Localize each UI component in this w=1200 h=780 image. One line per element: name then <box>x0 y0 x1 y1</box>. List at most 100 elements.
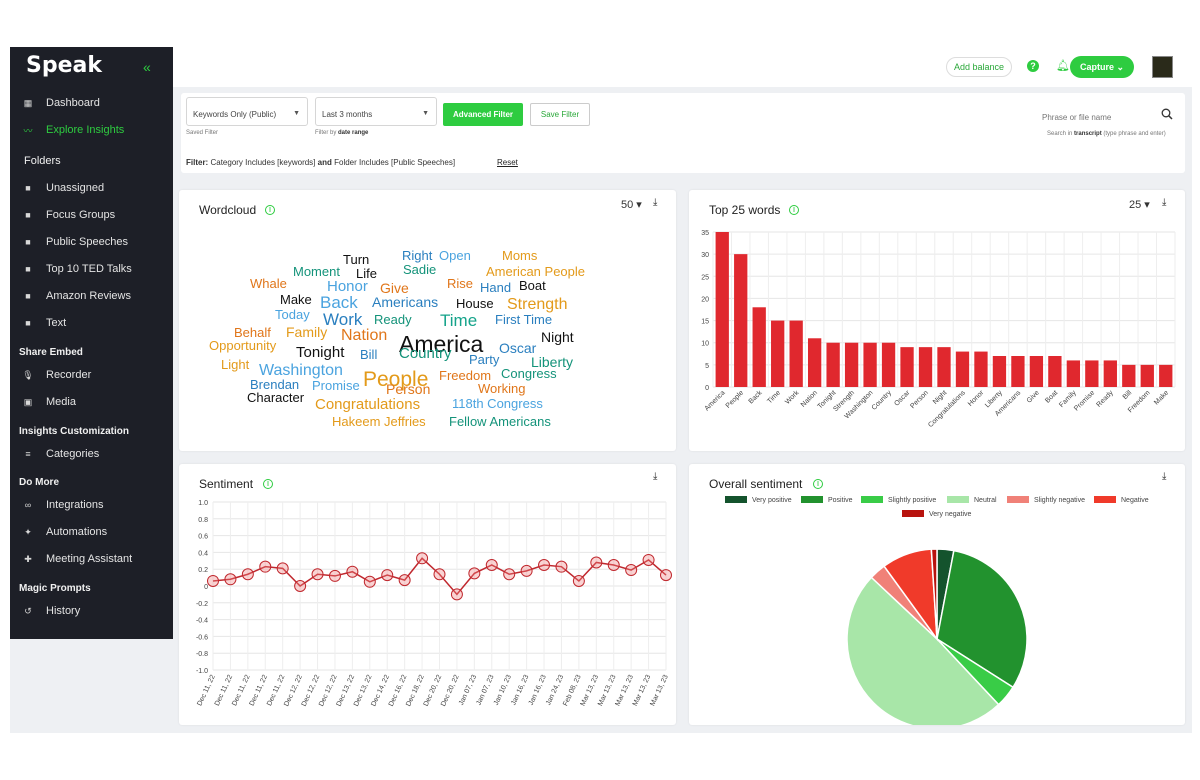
wordcloud-word[interactable]: Tonight <box>296 344 345 361</box>
bar[interactable] <box>937 347 951 387</box>
bar[interactable] <box>715 232 729 387</box>
sidebar-item-unassigned[interactable]: ■ Unassigned <box>10 176 173 200</box>
wordcloud-word[interactable]: Moment <box>293 264 340 279</box>
data-point[interactable] <box>346 565 359 578</box>
wordcloud-word[interactable]: People <box>363 368 429 391</box>
data-point[interactable] <box>572 574 585 587</box>
sidebar-item-public-speeches[interactable]: ■ Public Speeches <box>10 230 173 254</box>
wordcloud-word[interactable]: Light <box>221 357 250 372</box>
download-icon[interactable]: ⤓ <box>653 197 658 208</box>
collapse-sidebar-icon[interactable]: « <box>143 59 151 75</box>
bar[interactable] <box>1029 356 1044 387</box>
wordcloud-word[interactable]: American People <box>486 264 585 279</box>
data-point[interactable] <box>311 568 324 581</box>
data-point[interactable] <box>207 574 219 587</box>
sidebar-item-explore-insights[interactable]: 〰 Explore Insights <box>10 118 173 142</box>
bar[interactable] <box>863 342 877 387</box>
wordcloud-word[interactable]: Promise <box>312 378 360 393</box>
sidebar-item-integrations[interactable]: ∞ Integrations <box>10 493 173 517</box>
data-point[interactable] <box>590 556 603 569</box>
legend-label[interactable]: Positive <box>828 497 853 504</box>
wordcloud-word[interactable]: Liberty <box>531 354 574 370</box>
data-point[interactable] <box>381 569 394 582</box>
wordcloud-word[interactable]: Turn <box>343 252 370 267</box>
sidebar-item-amazon-reviews[interactable]: ■ Amazon Reviews <box>10 284 173 308</box>
bar[interactable] <box>789 320 803 387</box>
sidebar-item-history[interactable]: ↺ History <box>10 599 173 623</box>
data-point[interactable] <box>224 573 237 586</box>
info-icon[interactable]: i <box>789 205 799 215</box>
data-point[interactable] <box>259 560 272 573</box>
legend-label[interactable]: Very negative <box>929 511 972 518</box>
pie-slice[interactable] <box>846 576 1000 725</box>
legend-label[interactable]: Negative <box>1121 497 1149 504</box>
wordcloud-word[interactable]: Hand <box>480 280 512 295</box>
sidebar-item-categories[interactable]: ≡ Categories <box>10 442 173 466</box>
bell-icon[interactable]: 🔔︎ <box>1056 60 1070 72</box>
data-point[interactable] <box>538 559 551 571</box>
data-point[interactable] <box>642 553 655 566</box>
wordcloud-word[interactable]: Open <box>439 248 471 263</box>
data-point[interactable] <box>398 574 411 587</box>
help-icon[interactable]: ? <box>1027 60 1039 72</box>
data-point[interactable] <box>363 575 376 588</box>
data-point[interactable] <box>485 559 498 571</box>
bar[interactable] <box>1122 364 1136 387</box>
wordcloud-word[interactable]: Back <box>320 293 358 312</box>
sidebar-item-focus-groups[interactable]: ■ Focus Groups <box>10 203 173 227</box>
wordcloud-word[interactable]: Give <box>380 280 409 296</box>
legend-label[interactable]: Neutral <box>974 497 997 504</box>
bar[interactable] <box>734 254 748 387</box>
bar[interactable] <box>974 351 988 387</box>
data-point[interactable] <box>276 562 289 575</box>
bar[interactable] <box>1066 360 1081 387</box>
wordcloud-word[interactable]: Work <box>323 310 363 329</box>
wordcloud-word[interactable]: Behalf <box>234 325 271 340</box>
wordcloud-word[interactable]: Moms <box>502 248 538 263</box>
wordcloud-word[interactable]: Rise <box>447 276 474 291</box>
save-filter-button[interactable]: Save Filter <box>530 103 590 126</box>
wordcloud-word[interactable]: House <box>456 296 494 311</box>
bar[interactable] <box>900 347 914 387</box>
wordcloud-word[interactable]: Bill <box>360 347 378 362</box>
bar[interactable] <box>1011 356 1025 387</box>
data-point[interactable] <box>433 568 446 581</box>
saved-filter-select[interactable]: Keywords Only (Public) ▼ <box>186 97 308 126</box>
legend-label[interactable]: Slightly positive <box>888 497 936 504</box>
wordcloud-word[interactable]: Brendan <box>250 377 300 392</box>
capture-button[interactable]: Capture ⌄ <box>1070 56 1134 78</box>
data-point[interactable] <box>468 567 481 580</box>
wordcloud-word[interactable]: America <box>399 331 484 357</box>
wordcloud-word[interactable]: Nation <box>341 327 388 344</box>
wordcloud-word[interactable]: Life <box>356 266 377 281</box>
wordcloud-word[interactable]: Night <box>541 329 574 345</box>
wordcloud-word[interactable]: Fellow Americans <box>449 414 551 429</box>
wordcloud-word[interactable]: Character <box>247 390 305 405</box>
data-point[interactable] <box>450 588 463 601</box>
data-point[interactable] <box>555 560 568 573</box>
wordcloud-word[interactable]: Oscar <box>499 340 537 356</box>
sidebar-item-recorder[interactable]: 🎙 Recorder <box>10 363 173 387</box>
date-range-select[interactable]: Last 3 months ▼ <box>315 97 437 126</box>
wordcloud-word[interactable]: Hakeem Jeffries <box>332 414 426 429</box>
advanced-filter-button[interactable]: Advanced Filter <box>443 103 523 126</box>
data-point[interactable] <box>625 564 638 577</box>
wordcloud-word[interactable]: Right <box>402 248 433 263</box>
wordcloud-word[interactable]: First Time <box>495 312 553 327</box>
data-point[interactable] <box>328 569 341 582</box>
download-icon[interactable]: ⤓ <box>653 471 658 482</box>
bar[interactable] <box>844 342 859 387</box>
legend-label[interactable]: Very positive <box>752 497 792 504</box>
bar[interactable] <box>1159 364 1173 387</box>
wordcloud-word[interactable]: Family <box>286 324 328 340</box>
wordcloud-word[interactable]: Country <box>399 345 452 362</box>
wordcloud-word[interactable]: Washington <box>259 362 343 379</box>
wordcloud-word[interactable]: Congress <box>501 366 557 381</box>
search-input[interactable] <box>1042 110 1147 124</box>
bar[interactable] <box>955 351 970 387</box>
info-icon[interactable]: i <box>265 205 275 215</box>
wordcloud-word[interactable]: Freedom <box>439 368 492 383</box>
top-words-count-select[interactable]: 25 ▾ <box>1129 199 1150 211</box>
avatar[interactable] <box>1152 56 1173 78</box>
data-point[interactable] <box>416 552 429 565</box>
